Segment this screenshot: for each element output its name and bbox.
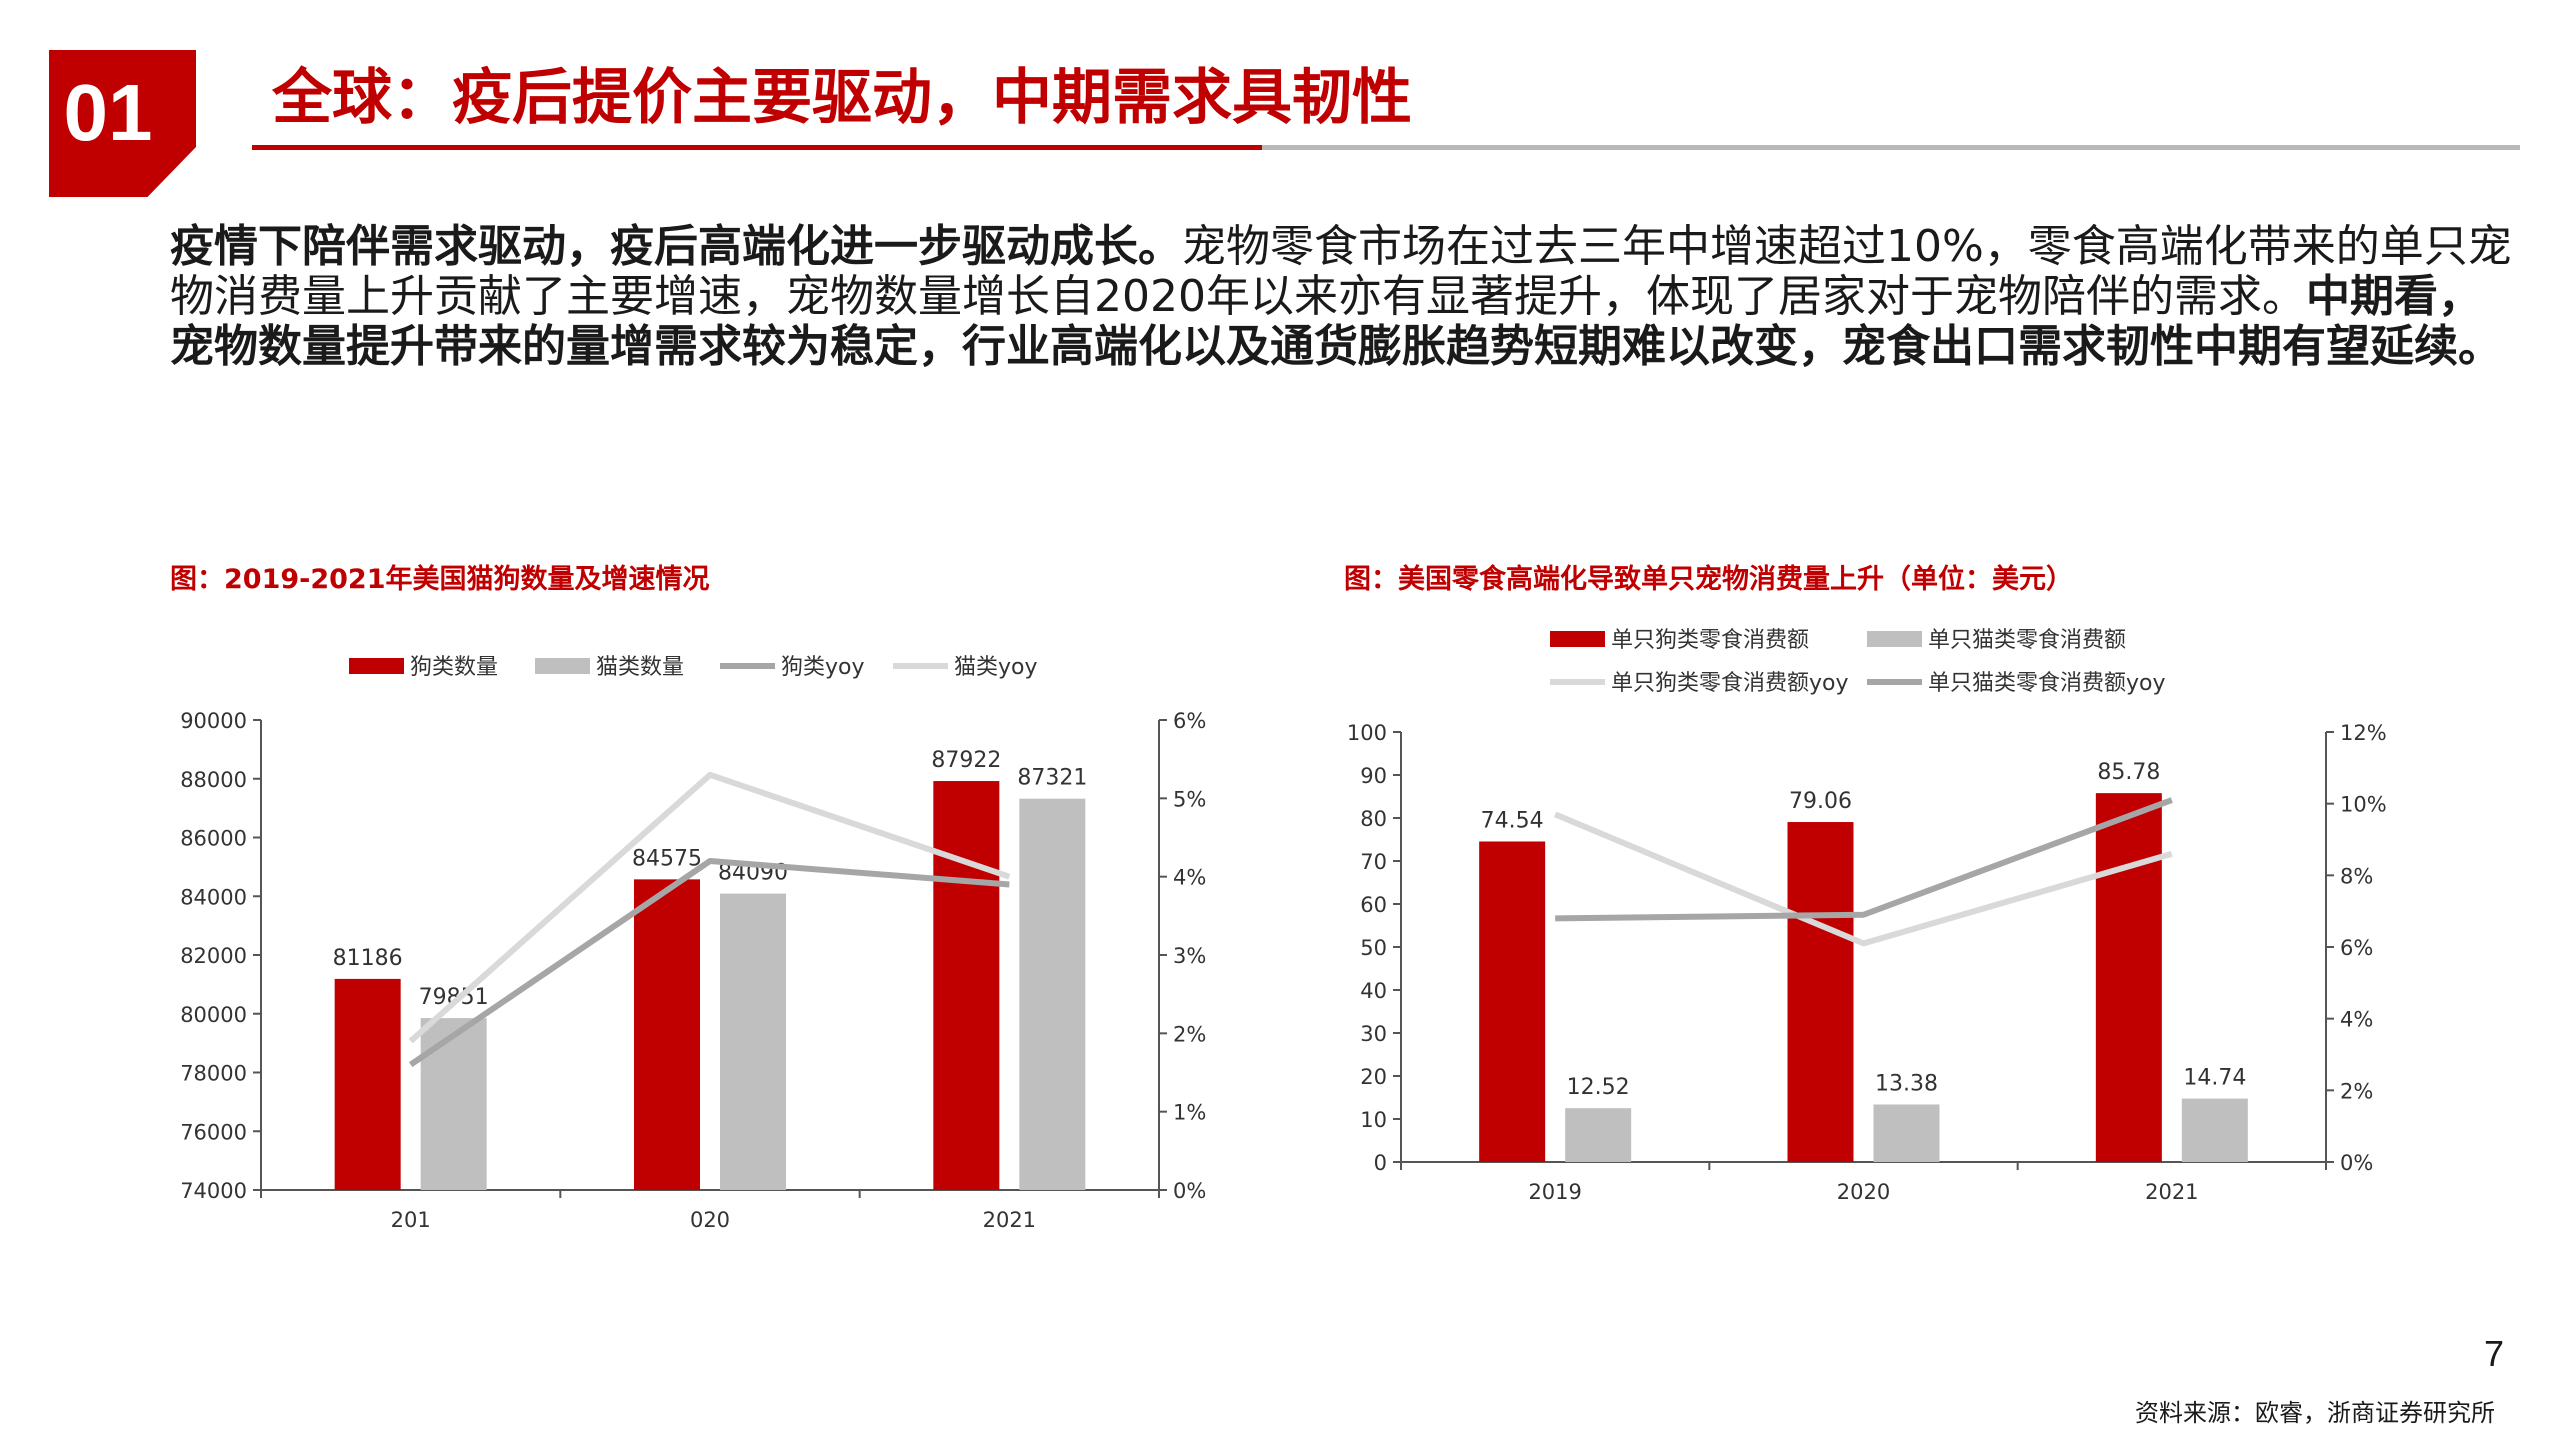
chart-1-title: 图：2019-2021年美国猫狗数量及增速情况: [170, 564, 710, 595]
chart2-legend-label: 单只狗类零食消费额yoy: [1611, 671, 1849, 696]
section-number: 01: [63, 68, 153, 157]
source-note: 资料来源：欧睿，浙商证券研究所: [2135, 1399, 2495, 1427]
chart1-legend-label: 猫类数量: [596, 655, 684, 680]
chart1-series-line: [408, 858, 1010, 1068]
chart2-y2-tick-label: 4%: [2340, 1008, 2373, 1032]
chart2-y-tick-label: 30: [1360, 1022, 1387, 1046]
chart2-y2-tick-label: 12%: [2340, 721, 2387, 745]
chart2-y-tick-label: 90: [1360, 764, 1387, 788]
chart1-x-tick-label: 201: [391, 1208, 431, 1232]
chart1-y-tick-label: 88000: [180, 768, 247, 792]
chart2-bar: [1873, 1104, 1940, 1162]
chart2-y2-tick-label: 6%: [2340, 936, 2373, 960]
chart2-bar: [1479, 841, 1546, 1162]
chart2-series-line: [1554, 811, 2173, 947]
chart2-bar: [1565, 1108, 1632, 1162]
chart1-y-tick-label: 74000: [180, 1179, 247, 1203]
chart2-y-tick-label: 0: [1374, 1151, 1387, 1175]
chart2-series-line: [1555, 797, 2173, 922]
chart2-legend-label: 单只猫类零食消费额yoy: [1928, 671, 2166, 696]
summary-paragraph: 疫情下陪伴需求驱动，疫后高端化进一步驱动成长。宠物零食市场在过去三年中增速超过1…: [170, 222, 2515, 372]
chart2-y-tick-label: 10: [1360, 1108, 1387, 1132]
summary-bold-2: 中期看，宠物数量提升带来的量增需求较为稳定，行业高端化以及通货膨胀趋势短期难以改…: [170, 271, 2502, 372]
chart1-y2-tick-label: 0%: [1173, 1179, 1206, 1203]
chart1-legend-label: 猫类yoy: [954, 655, 1038, 680]
chart2-legend-label: 单只狗类零食消费额: [1611, 628, 1809, 653]
page-title: 全球：疫后提价主要驱动，中期需求具韧性: [272, 63, 1412, 133]
chart1-data-label: 87321: [1017, 766, 1087, 791]
chart1-y2-tick-label: 3%: [1173, 944, 1206, 968]
chart2-y2-tick-label: 2%: [2340, 1079, 2373, 1103]
chart1-y2-tick-label: 4%: [1173, 866, 1206, 890]
chart1-data-label: 81186: [333, 946, 403, 971]
chart1-series-line: [408, 771, 1011, 1044]
chart2-data-label: 74.54: [1481, 808, 1544, 833]
chart2-x-tick-label: 2021: [2145, 1180, 2198, 1204]
chart1-legend-swatch: [349, 658, 404, 674]
summary-bold-1: 疫情下陪伴需求驱动，疫后高端化进一步驱动成长。: [170, 221, 1182, 272]
chart1-data-label: 87922: [931, 748, 1001, 773]
chart1-y2-tick-label: 6%: [1173, 709, 1206, 733]
chart2-legend-swatch: [1550, 631, 1605, 647]
chart1-bar: [634, 879, 700, 1190]
chart1-x-tick-label: 2021: [983, 1208, 1036, 1232]
chart2-legend-swatch: [1867, 631, 1922, 647]
chart1-y-tick-label: 78000: [180, 1062, 247, 1086]
chart1-y-tick-label: 90000: [180, 709, 247, 733]
chart2-data-label: 85.78: [2097, 760, 2160, 785]
chart2-y-tick-label: 100: [1347, 721, 1387, 745]
chart2-bar: [2181, 1098, 2248, 1162]
chart2-y-tick-label: 50: [1360, 936, 1387, 960]
chart2-data-label: 14.74: [2183, 1066, 2246, 1091]
chart1-legend-swatch: [535, 658, 590, 674]
chart2-legend-label: 单只猫类零食消费额: [1928, 628, 2126, 653]
chart-2-title: 图：美国零食高端化导致单只宠物消费量上升（单位：美元）: [1344, 564, 2073, 595]
summary-text-1: 宠物零食市场在过去三年中增速超过10%，零食高端化带来的单只宠物消费量上升贡献了…: [170, 221, 2512, 322]
page-number: 7: [2483, 1333, 2504, 1374]
chart1-y2-tick-label: 2%: [1173, 1022, 1206, 1046]
chart2-y-tick-label: 40: [1360, 979, 1387, 1003]
chart2-data-label: 13.38: [1875, 1071, 1938, 1096]
chart1-data-label: 84575: [632, 846, 702, 871]
chart2-y-tick-label: 60: [1360, 893, 1387, 917]
chart1-bar: [334, 978, 401, 1190]
chart2-data-label: 79.06: [1789, 789, 1852, 814]
chart2-bar: [1787, 822, 1854, 1162]
chart2-x-tick-label: 2020: [1837, 1180, 1890, 1204]
chart1-x-tick-label: 020: [690, 1208, 730, 1232]
chart2-data-label: 12.52: [1567, 1075, 1630, 1100]
chart1-y2-tick-label: 5%: [1173, 787, 1206, 811]
title-divider: [252, 145, 2520, 150]
chart1-bar: [1019, 798, 1086, 1190]
chart1-bar: [720, 893, 786, 1190]
chart1-y-tick-label: 84000: [180, 885, 247, 909]
chart1-y-tick-label: 86000: [180, 827, 247, 851]
chart1-legend-label: 狗类数量: [410, 655, 498, 680]
chart2-y-tick-label: 70: [1360, 850, 1387, 874]
chart1-bar: [933, 781, 1000, 1190]
chart2-y2-tick-label: 0%: [2340, 1151, 2373, 1175]
chart2-y-tick-label: 20: [1360, 1065, 1387, 1089]
chart1-y-tick-label: 80000: [180, 1003, 247, 1027]
chart2-y-tick-label: 80: [1360, 807, 1387, 831]
chart1-y-tick-label: 82000: [180, 944, 247, 968]
chart1-y-tick-label: 76000: [180, 1120, 247, 1144]
chart2-y2-tick-label: 8%: [2340, 864, 2373, 888]
chart1-y2-tick-label: 1%: [1173, 1101, 1206, 1125]
section-number-badge: 01: [49, 50, 196, 197]
chart2-y2-tick-label: 10%: [2340, 793, 2387, 817]
chart1-legend-label: 狗类yoy: [781, 655, 865, 680]
chart2-x-tick-label: 2019: [1528, 1180, 1581, 1204]
chart2-bar: [2095, 793, 2162, 1162]
title-divider-accent: [252, 145, 1262, 150]
